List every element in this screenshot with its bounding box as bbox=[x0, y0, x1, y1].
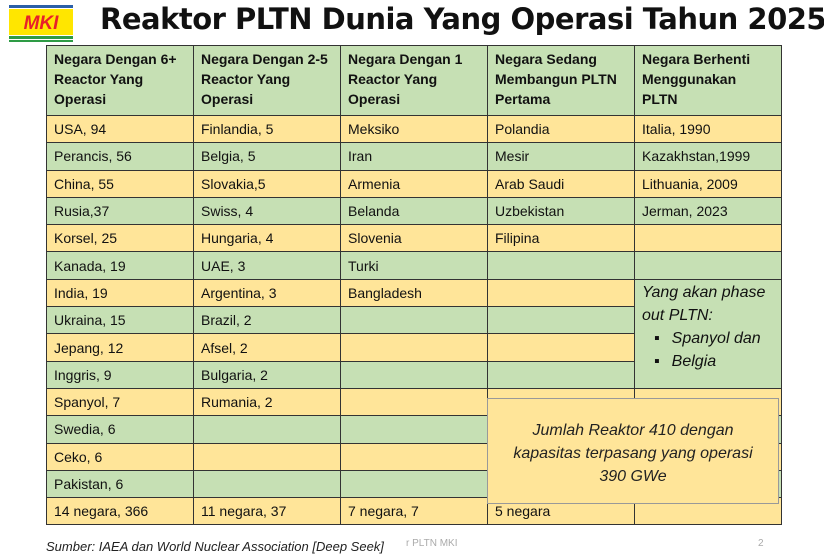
table-cell: Lithuania, 2009 bbox=[634, 169, 782, 198]
svg-text:MKI: MKI bbox=[24, 13, 60, 34]
table-cell: 14 negara, 366 bbox=[46, 497, 194, 526]
table-cell: Spanyol, 7 bbox=[46, 387, 194, 417]
table-cell bbox=[634, 251, 782, 280]
table-cell bbox=[340, 415, 488, 444]
column-header: Negara Dengan 1 Reactor Yang Operasi bbox=[340, 45, 488, 116]
column-header: Negara Sedang Membangun PLTN Pertama bbox=[487, 45, 635, 116]
phase-out-note: Yang akan phase out PLTN:Spanyol danBelg… bbox=[634, 278, 782, 389]
table-cell: 11 negara, 37 bbox=[193, 497, 341, 526]
mki-logo: MKI bbox=[9, 5, 73, 42]
table-cell: Swedia, 6 bbox=[46, 415, 194, 444]
table-cell: Bulgaria, 2 bbox=[193, 360, 341, 389]
table-row: Ukraina, 15 Brazil, 2 bbox=[46, 306, 782, 335]
column-header: Negara Berhenti Menggunakan PLTN bbox=[634, 45, 782, 116]
table-cell: Hungaria, 4 bbox=[193, 224, 341, 253]
table-cell bbox=[193, 469, 341, 499]
table-cell: Belanda bbox=[340, 196, 488, 226]
table-cell: Mesir bbox=[487, 142, 635, 171]
reactor-table: Negara Dengan 6+ Reactor Yang Operasi Neg… bbox=[46, 45, 782, 526]
table-cell: Korsel, 25 bbox=[46, 224, 194, 253]
table-cell: Kazakhstan,1999 bbox=[634, 142, 782, 171]
table-row: Korsel, 25 Hungaria, 4 Slovenia Filipina bbox=[46, 224, 782, 253]
table-cell: Swiss, 4 bbox=[193, 196, 341, 226]
table-header-row: Negara Dengan 6+ Reactor Yang Operasi Neg… bbox=[46, 45, 782, 116]
table-cell: Jepang, 12 bbox=[46, 333, 194, 362]
table-row: Perancis, 56 Belgia, 5 Iran Mesir Kazakhstan… bbox=[46, 142, 782, 171]
table-cell bbox=[340, 333, 488, 362]
table-cell: Finlandia, 5 bbox=[193, 114, 341, 144]
table-row: Jepang, 12 Afsel, 2 bbox=[46, 333, 782, 362]
table-cell: Meksiko bbox=[340, 114, 488, 144]
table-cell: Perancis, 56 bbox=[46, 142, 194, 171]
column-header: Negara Dengan 6+ Reactor Yang Operasi bbox=[46, 45, 194, 116]
table-row: Kanada, 19 UAE, 3 Turki bbox=[46, 251, 782, 280]
table-row: China, 55 Slovakia,5 Armenia Arab Saudi Lith… bbox=[46, 169, 782, 198]
table-cell: Iran bbox=[340, 142, 488, 171]
phase-out-list: Spanyol danBelgia bbox=[642, 327, 774, 373]
table-cell bbox=[340, 387, 488, 417]
footer-text: r PLTN MKI bbox=[406, 538, 458, 549]
table-cell: Bangladesh bbox=[340, 278, 488, 308]
table-cell bbox=[634, 224, 782, 253]
table-cell: Slovenia bbox=[340, 224, 488, 253]
table-cell bbox=[487, 360, 635, 389]
column-header: Negara Dengan 2-5 Reactor Yang Operasi bbox=[193, 45, 341, 116]
table-row: India, 19 Argentina, 3 Bangladesh Yang akan… bbox=[46, 278, 782, 389]
table-cell: Slovakia,5 bbox=[193, 169, 341, 198]
table-cell: UAE, 3 bbox=[193, 251, 341, 280]
table-cell: India, 19 bbox=[46, 278, 194, 308]
table-cell: Inggris, 9 bbox=[46, 360, 194, 389]
page-title: Reaktor PLTN Dunia Yang Operasi Tahun 20… bbox=[100, 2, 824, 36]
summary-line: kapasitas terpasang yang operasi bbox=[513, 445, 753, 462]
table-cell bbox=[487, 333, 635, 362]
summary-line: Jumlah Reaktor 410 dengan bbox=[532, 422, 734, 439]
table-cell bbox=[487, 251, 635, 280]
table-cell: Arab Saudi bbox=[487, 169, 635, 198]
table-cell: Filipina bbox=[487, 224, 635, 253]
list-item: Belgia bbox=[654, 350, 774, 373]
table-cell bbox=[193, 442, 341, 471]
table-cell bbox=[340, 360, 488, 389]
table-cell: Uzbekistan bbox=[487, 196, 635, 226]
table-row: Inggris, 9 Bulgaria, 2 bbox=[46, 360, 782, 389]
table-cell: 7 negara, 7 bbox=[340, 497, 488, 526]
table-cell: Afsel, 2 bbox=[193, 333, 341, 362]
table-cell: Turki bbox=[340, 251, 488, 280]
list-item: Spanyol dan bbox=[654, 327, 774, 350]
table-cell: Ceko, 6 bbox=[46, 442, 194, 471]
table-cell bbox=[340, 306, 488, 335]
table-cell: Pakistan, 6 bbox=[46, 469, 194, 499]
table-cell: Rumania, 2 bbox=[193, 387, 341, 417]
table-row: USA, 94 Finlandia, 5 Meksiko Polandia Italia… bbox=[46, 114, 782, 144]
table-cell: China, 55 bbox=[46, 169, 194, 198]
table-cell: Polandia bbox=[487, 114, 635, 144]
table-cell: Kanada, 19 bbox=[46, 251, 194, 280]
table-cell: Brazil, 2 bbox=[193, 306, 341, 335]
table-cell bbox=[193, 415, 341, 444]
table-cell bbox=[340, 469, 488, 499]
table-cell: Argentina, 3 bbox=[193, 278, 341, 308]
table-cell bbox=[340, 442, 488, 471]
table-cell: Rusia,37 bbox=[46, 196, 194, 226]
table-cell bbox=[487, 278, 635, 308]
table-cell: Armenia bbox=[340, 169, 488, 198]
page-number: 2 bbox=[758, 538, 764, 549]
table-cell bbox=[487, 306, 635, 335]
summary-line: 390 GWe bbox=[599, 468, 667, 485]
table-row: Rusia,37 Swiss, 4 Belanda Uzbekistan Jerman,… bbox=[46, 196, 782, 226]
source-note: Sumber: IAEA dan World Nuclear Associati… bbox=[46, 539, 384, 554]
table-cell: Jerman, 2023 bbox=[634, 196, 782, 226]
phase-out-heading: Yang akan phase out PLTN: bbox=[642, 283, 766, 324]
table-cell: USA, 94 bbox=[46, 114, 194, 144]
summary-box: Jumlah Reaktor 410 dengan kapasitas terp… bbox=[487, 398, 779, 504]
table-cell: Belgia, 5 bbox=[193, 142, 341, 171]
table-cell: Italia, 1990 bbox=[634, 114, 782, 144]
table-cell: Ukraina, 15 bbox=[46, 306, 194, 335]
